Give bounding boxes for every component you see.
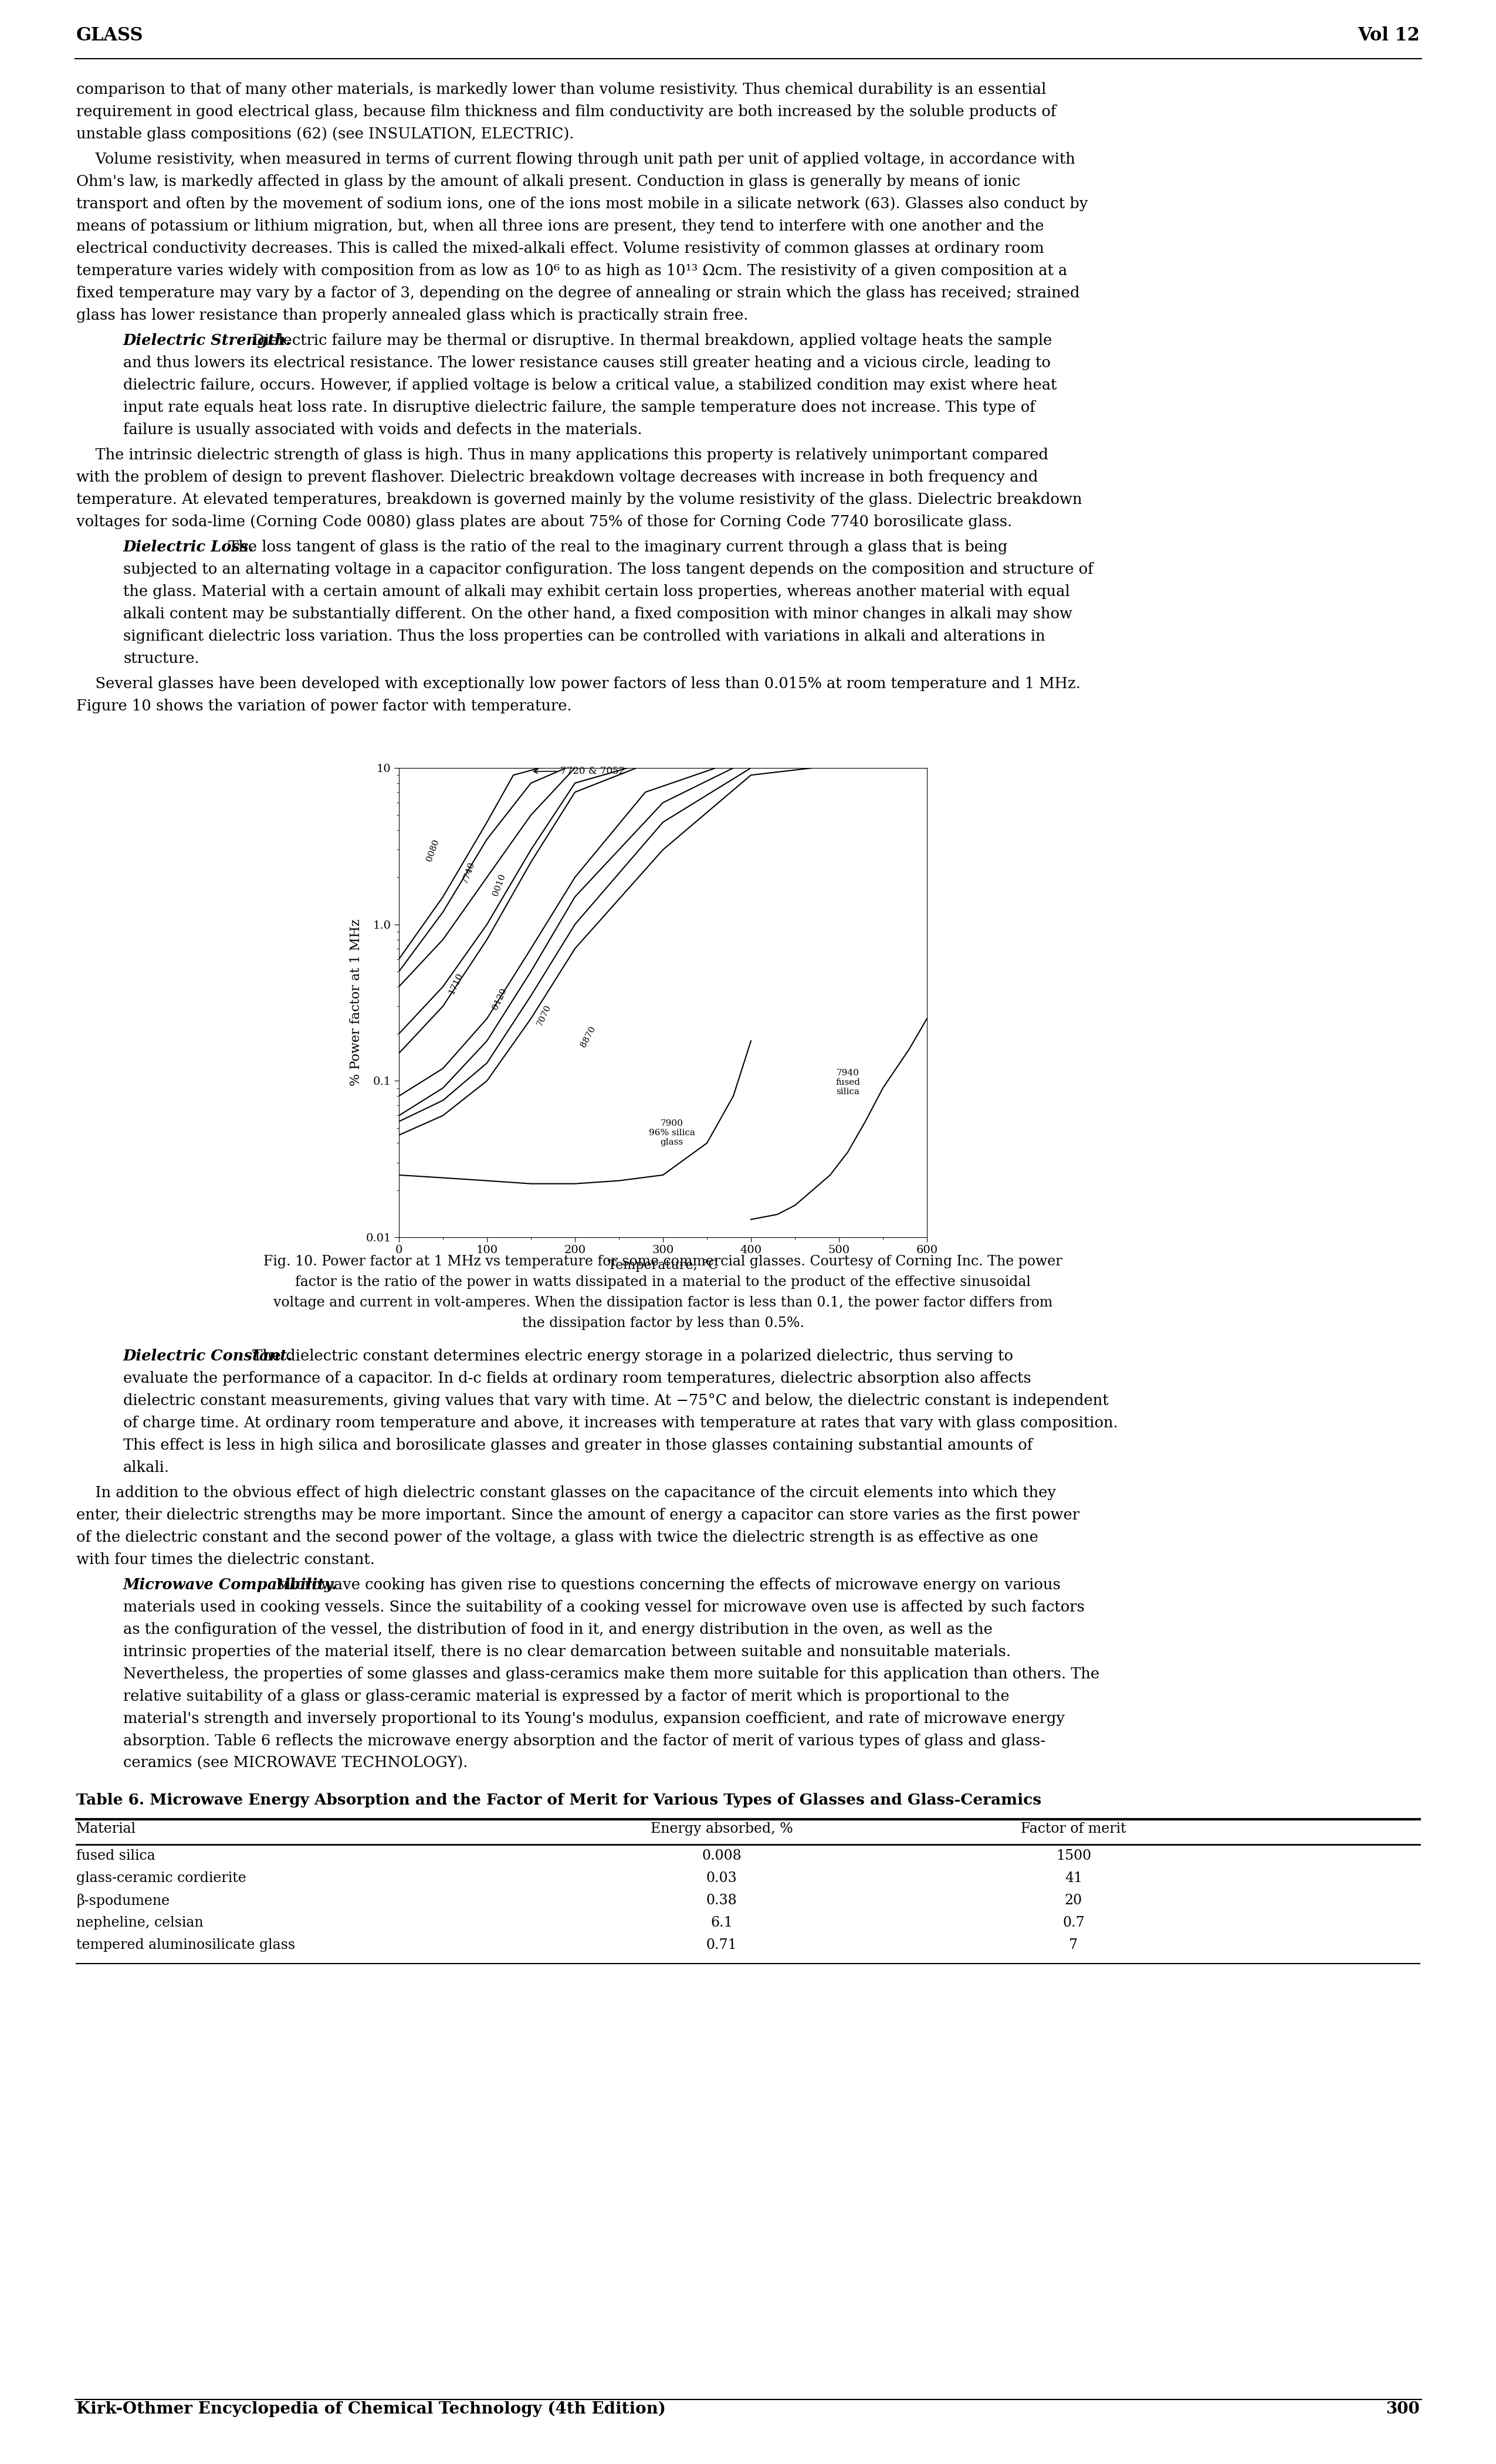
Text: input rate equals heat loss rate. In disruptive dielectric failure, the sample t: input rate equals heat loss rate. In dis… [123,399,1035,414]
Text: Dielectric Constant.: Dielectric Constant. [123,1348,293,1363]
Text: 41: 41 [1065,1873,1083,1885]
Text: Vol 12: Vol 12 [1358,27,1420,44]
Text: nepheline, celsian: nepheline, celsian [76,1917,203,1929]
Text: of the dielectric constant and the second power of the voltage, a glass with twi: of the dielectric constant and the secon… [76,1530,1038,1545]
Text: 7940
fused
silica: 7940 fused silica [835,1069,860,1096]
Text: Material: Material [76,1823,136,1836]
Text: Several glasses have been developed with exceptionally low power factors of less: Several glasses have been developed with… [76,678,1080,690]
Text: Figure 10 shows the variation of power factor with temperature.: Figure 10 shows the variation of power f… [76,700,571,715]
Text: 7720 & 7052: 7720 & 7052 [534,766,625,776]
Text: Fig. 10. Power factor at 1 MHz vs temperature for some commercial glasses. Court: Fig. 10. Power factor at 1 MHz vs temper… [263,1254,1062,1269]
Text: transport and often by the movement of sodium ions, one of the ions most mobile : transport and often by the movement of s… [76,197,1088,212]
X-axis label: Temperature, °C: Temperature, °C [607,1259,718,1271]
Text: 300: 300 [1385,2402,1420,2417]
Text: The loss tangent of glass is the ratio of the real to the imaginary current thro: The loss tangent of glass is the ratio o… [218,540,1007,554]
Text: alkali.: alkali. [123,1461,169,1476]
Text: with four times the dielectric constant.: with four times the dielectric constant. [76,1552,375,1567]
Text: 20: 20 [1065,1895,1083,1907]
Text: 7900
96% silica
glass: 7900 96% silica glass [649,1119,694,1146]
Text: and thus lowers its electrical resistance. The lower resistance causes still gre: and thus lowers its electrical resistanc… [123,355,1050,370]
Text: 0010: 0010 [491,872,507,897]
Text: Kirk-Othmer Encyclopedia of Chemical Technology (4th Edition): Kirk-Othmer Encyclopedia of Chemical Tec… [76,2400,666,2417]
Text: 1710: 1710 [447,971,464,995]
Text: 0.38: 0.38 [706,1895,738,1907]
Text: 0080: 0080 [425,838,441,862]
Text: Table 6. Microwave Energy Absorption and the Factor of Merit for Various Types o: Table 6. Microwave Energy Absorption and… [76,1794,1041,1809]
Text: absorption. Table 6 reflects the microwave energy absorption and the factor of m: absorption. Table 6 reflects the microwa… [123,1735,1046,1749]
Text: comparison to that of many other materials, is markedly lower than volume resist: comparison to that of many other materia… [76,81,1046,96]
Text: Volume resistivity, when measured in terms of current flowing through unit path : Volume resistivity, when measured in ter… [76,153,1076,168]
Text: Dielectric Strength.: Dielectric Strength. [123,333,292,347]
Text: β-spodumene: β-spodumene [76,1895,169,1907]
Text: 8870: 8870 [579,1025,597,1050]
Text: voltages for soda-lime (Corning Code 0080) glass plates are about 75% of those f: voltages for soda-lime (Corning Code 008… [76,515,1013,530]
Text: as the configuration of the vessel, the distribution of food in it, and energy d: as the configuration of the vessel, the … [123,1621,992,1636]
Text: fixed temperature may vary by a factor of 3, depending on the degree of annealin: fixed temperature may vary by a factor o… [76,286,1080,301]
Text: 6.1: 6.1 [711,1917,733,1929]
Text: structure.: structure. [123,650,199,665]
Text: 0120: 0120 [491,986,509,1010]
Text: Ohm's law, is markedly affected in glass by the amount of alkali present. Conduc: Ohm's law, is markedly affected in glass… [76,175,1020,190]
Y-axis label: % Power factor at 1 MHz: % Power factor at 1 MHz [350,919,362,1087]
Text: with the problem of design to prevent flashover. Dielectric breakdown voltage de: with the problem of design to prevent fl… [76,471,1038,485]
Text: 0.03: 0.03 [706,1873,738,1885]
Text: tempered aluminosilicate glass: tempered aluminosilicate glass [76,1939,295,1951]
Text: materials used in cooking vessels. Since the suitability of a cooking vessel for: materials used in cooking vessels. Since… [123,1599,1085,1614]
Text: temperature. At elevated temperatures, breakdown is governed mainly by the volum: temperature. At elevated temperatures, b… [76,493,1082,508]
Text: Energy absorbed, %: Energy absorbed, % [651,1823,793,1836]
Text: Dielectric failure may be thermal or disruptive. In thermal breakdown, applied v: Dielectric failure may be thermal or dis… [242,333,1052,347]
Text: GLASS: GLASS [76,27,144,44]
Text: dielectric failure, occurs. However, if applied voltage is below a critical valu: dielectric failure, occurs. However, if … [123,377,1056,392]
Text: glass has lower resistance than properly annealed glass which is practically str: glass has lower resistance than properly… [76,308,748,323]
Text: Factor of merit: Factor of merit [1020,1823,1126,1836]
Text: unstable glass compositions (62) (see INSULATION, ELECTRIC).: unstable glass compositions (62) (see IN… [76,126,574,140]
Text: Microwave cooking has given rise to questions concerning the effects of microwav: Microwave cooking has given rise to ques… [266,1577,1061,1592]
Text: of charge time. At ordinary room temperature and above, it increases with temper: of charge time. At ordinary room tempera… [123,1417,1118,1429]
Text: significant dielectric loss variation. Thus the loss properties can be controlle: significant dielectric loss variation. T… [123,628,1046,643]
Text: 0.71: 0.71 [706,1939,738,1951]
Text: factor is the ratio of the power in watts dissipated in a material to the produc: factor is the ratio of the power in watt… [295,1276,1031,1289]
Text: temperature varies widely with composition from as low as 10⁶ to as high as 10¹³: temperature varies widely with compositi… [76,264,1067,278]
Text: material's strength and inversely proportional to its Young's modulus, expansion: material's strength and inversely propor… [123,1712,1065,1725]
Text: dielectric constant measurements, giving values that vary with time. At −75°C an: dielectric constant measurements, giving… [123,1392,1109,1407]
Text: relative suitability of a glass or glass-ceramic material is expressed by a fact: relative suitability of a glass or glass… [123,1688,1010,1703]
Text: The dielectric constant determines electric energy storage in a polarized dielec: The dielectric constant determines elect… [242,1348,1013,1363]
Text: 7740: 7740 [461,860,476,885]
Text: 7070: 7070 [536,1003,552,1027]
Text: subjected to an alternating voltage in a capacitor configuration. The loss tange: subjected to an alternating voltage in a… [123,562,1094,577]
Text: 1500: 1500 [1056,1848,1091,1863]
Text: alkali content may be substantially different. On the other hand, a fixed compos: alkali content may be substantially diff… [123,606,1073,621]
Text: failure is usually associated with voids and defects in the materials.: failure is usually associated with voids… [123,421,642,436]
Text: the dissipation factor by less than 0.5%.: the dissipation factor by less than 0.5%… [522,1316,803,1331]
Text: Dielectric Loss.: Dielectric Loss. [123,540,254,554]
Text: voltage and current in volt-amperes. When the dissipation factor is less than 0.: voltage and current in volt-amperes. Whe… [274,1296,1053,1308]
Text: requirement in good electrical glass, because film thickness and film conductivi: requirement in good electrical glass, be… [76,103,1056,118]
Text: intrinsic properties of the material itself, there is no clear demarcation betwe: intrinsic properties of the material its… [123,1643,1011,1658]
Text: Nevertheless, the properties of some glasses and glass-ceramics make them more s: Nevertheless, the properties of some gla… [123,1666,1100,1680]
Text: 0.7: 0.7 [1062,1917,1085,1929]
Text: the glass. Material with a certain amount of alkali may exhibit certain loss pro: the glass. Material with a certain amoun… [123,584,1070,599]
Text: 0.008: 0.008 [702,1848,742,1863]
Text: evaluate the performance of a capacitor. In d-c fields at ordinary room temperat: evaluate the performance of a capacitor.… [123,1370,1031,1385]
Text: enter, their dielectric strengths may be more important. Since the amount of ene: enter, their dielectric strengths may be… [76,1508,1080,1523]
Text: electrical conductivity decreases. This is called the mixed-alkali effect. Volum: electrical conductivity decreases. This … [76,241,1044,256]
Text: glass-ceramic cordierite: glass-ceramic cordierite [76,1873,247,1885]
Text: means of potassium or lithium migration, but, when all three ions are present, t: means of potassium or lithium migration,… [76,219,1044,234]
Text: In addition to the obvious effect of high dielectric constant glasses on the cap: In addition to the obvious effect of hig… [76,1486,1056,1501]
Text: fused silica: fused silica [76,1848,156,1863]
Text: 7: 7 [1070,1939,1079,1951]
Text: The intrinsic dielectric strength of glass is high. Thus in many applications th: The intrinsic dielectric strength of gla… [76,448,1049,463]
Text: Microwave Compatibility.: Microwave Compatibility. [123,1577,337,1592]
Text: ceramics (see MICROWAVE TECHNOLOGY).: ceramics (see MICROWAVE TECHNOLOGY). [123,1757,468,1772]
Text: This effect is less in high silica and borosilicate glasses and greater in those: This effect is less in high silica and b… [123,1439,1032,1454]
